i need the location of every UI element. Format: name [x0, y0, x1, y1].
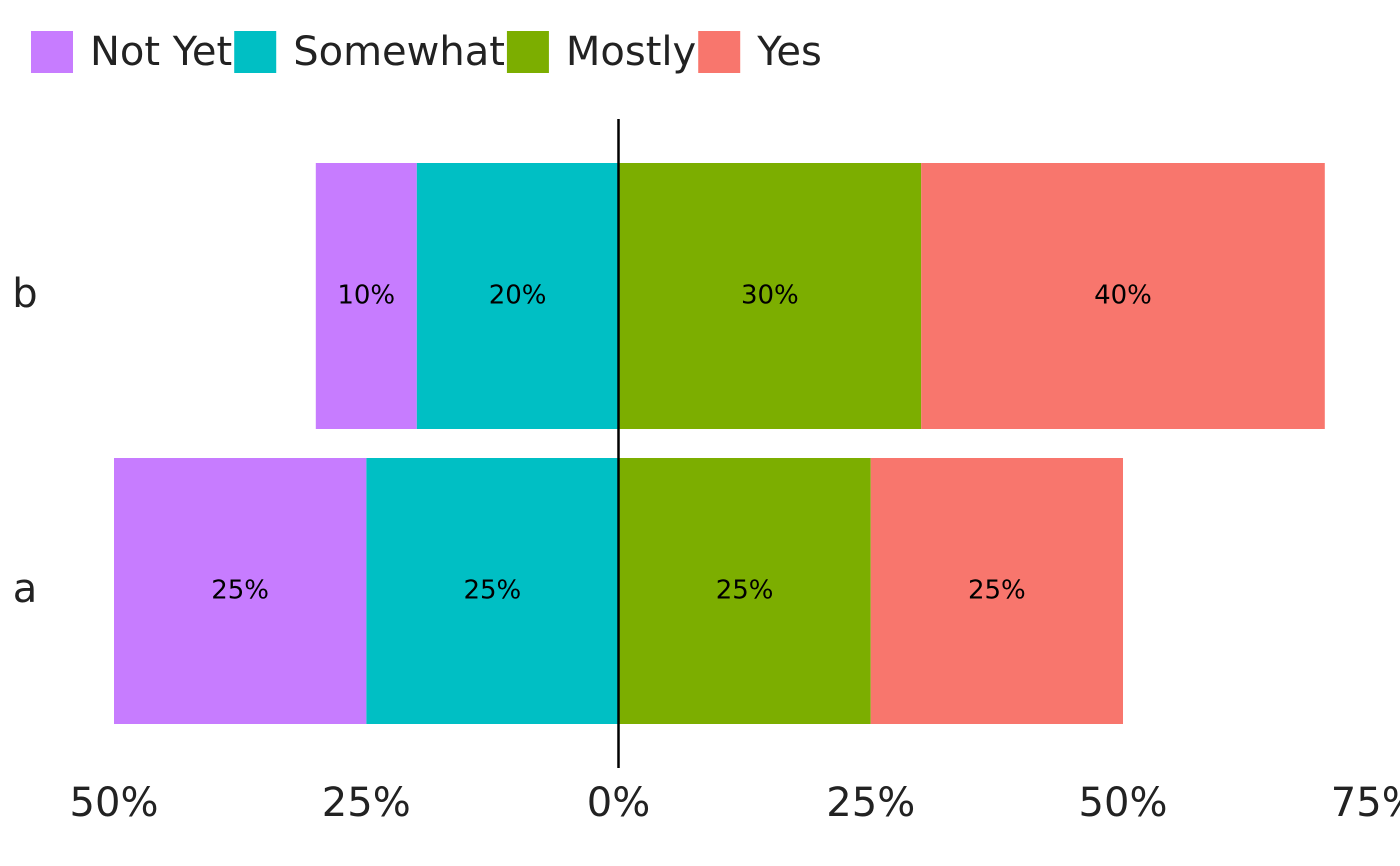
x-tick-label: 75% — [1331, 780, 1400, 826]
bar-segment — [366, 458, 619, 724]
x-tick-label: 25% — [322, 780, 411, 826]
x-tick-label: 0% — [587, 780, 650, 826]
x-tick-label: 25% — [826, 780, 915, 826]
data-label: 30% — [741, 281, 799, 311]
bar-segment — [114, 458, 367, 724]
data-label: 20% — [489, 281, 547, 311]
y-tick-label: a — [13, 566, 38, 612]
data-label: 10% — [337, 281, 395, 311]
data-label: 25% — [968, 576, 1026, 606]
legend-swatch — [234, 31, 277, 73]
bar-segment — [870, 458, 1123, 724]
data-label: 25% — [211, 576, 269, 606]
legend-swatch — [506, 31, 549, 73]
bar-segment — [618, 163, 922, 429]
data-label: 25% — [716, 576, 774, 606]
legend-label: Mostly — [566, 29, 696, 75]
bar-segment — [315, 163, 417, 429]
x-tick-label: 50% — [70, 780, 159, 826]
x-tick-label: 50% — [1079, 780, 1168, 826]
bar-segment — [618, 458, 871, 724]
legend-label: Somewhat — [293, 29, 505, 75]
bar-segment — [921, 163, 1325, 429]
data-label: 25% — [463, 576, 521, 606]
y-tick-label: b — [12, 271, 37, 317]
legend-swatch — [698, 31, 741, 73]
data-label: 40% — [1094, 281, 1152, 311]
legend-swatch — [31, 31, 73, 73]
legend-label: Not Yet — [90, 29, 232, 75]
bar-segment — [416, 163, 619, 429]
legend-label: Yes — [756, 29, 822, 75]
